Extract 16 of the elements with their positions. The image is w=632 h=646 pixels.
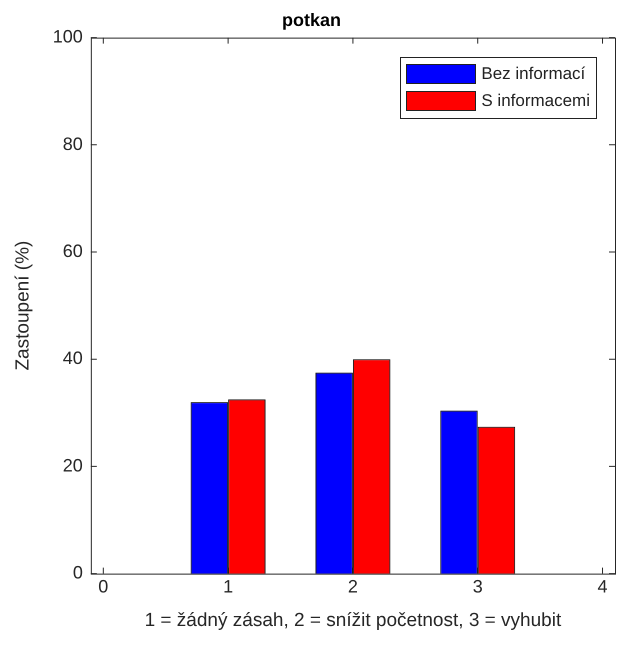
y-axis-title: Zastoupení (%) <box>12 240 34 371</box>
x-tick-label: 2 <box>348 576 358 596</box>
x-tick-label: 0 <box>98 576 108 596</box>
legend-label: Bez informací <box>481 64 586 84</box>
y-tick-label: 0 <box>72 562 83 583</box>
y-tick-label: 100 <box>52 26 83 47</box>
x-tick-label: 4 <box>598 576 608 596</box>
y-tick-label: 40 <box>62 348 83 368</box>
x-axis-title: 1 = žádný zásah, 2 = snížit početnost, 3 = vyhubit <box>144 610 562 631</box>
x-tick-label: 1 <box>223 576 234 596</box>
y-tick-label: 60 <box>62 240 83 261</box>
chart-title: potkan <box>282 10 342 30</box>
y-tick-label: 80 <box>62 134 83 154</box>
x-tick-label: 3 <box>472 576 483 596</box>
legend-label: S informacemi <box>481 91 590 112</box>
y-tick-label: 20 <box>62 455 83 476</box>
